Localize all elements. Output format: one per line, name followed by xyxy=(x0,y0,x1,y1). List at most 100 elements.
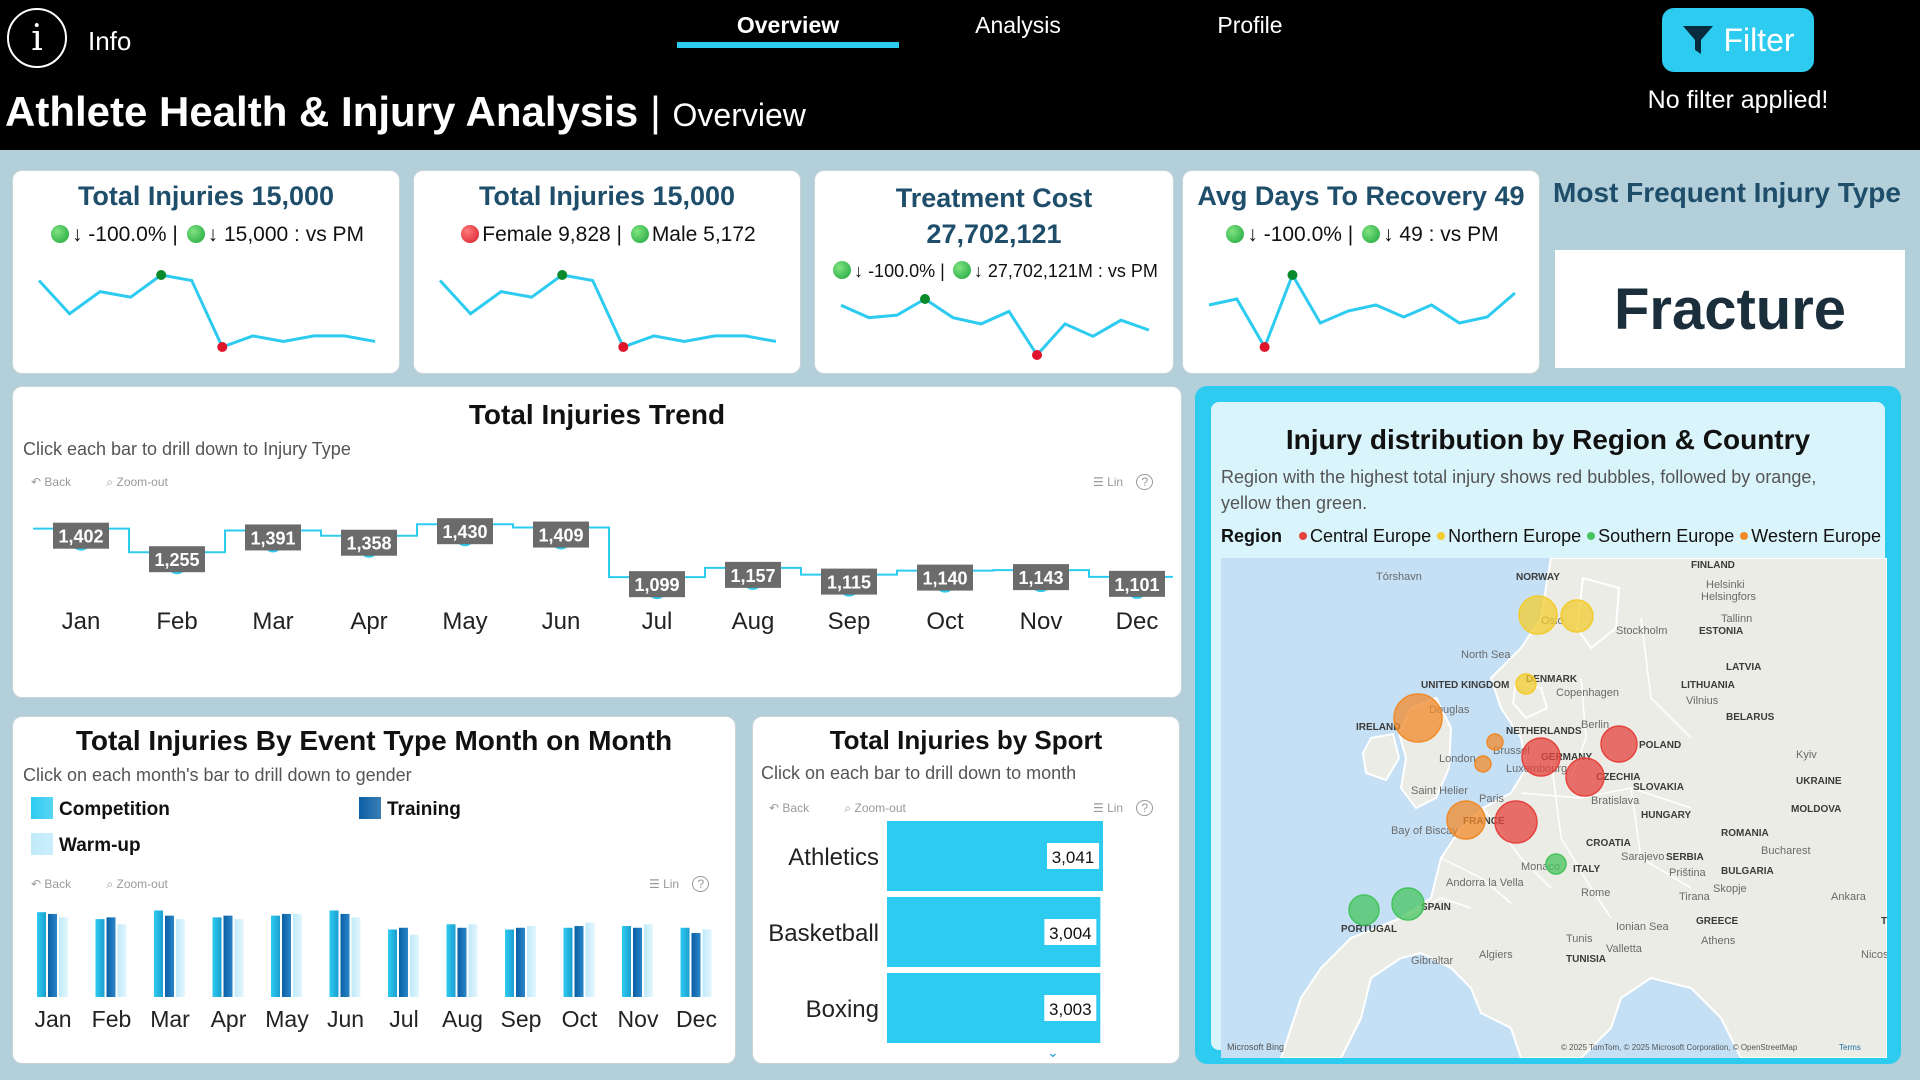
help-icon[interactable]: ? xyxy=(1136,474,1154,490)
zoom-out-button[interactable]: ⌕ Zoom-out xyxy=(106,475,168,489)
kpi-delta-pct: ↓ -100.0% | xyxy=(1247,223,1354,246)
event-bar-competition xyxy=(212,917,222,997)
filter-button[interactable]: Filter xyxy=(1662,8,1814,72)
map-place-label: Tunis xyxy=(1566,933,1593,945)
kpi-card-treatment-cost[interactable]: Treatment Cost 27,702,121 ↓ -100.0% | ↓ … xyxy=(814,170,1174,374)
event-bar-training xyxy=(106,917,116,997)
trend-label-bg xyxy=(341,529,397,556)
event-month-label: May xyxy=(265,1006,309,1032)
status-dot-icon xyxy=(1226,225,1245,243)
sparkline-max-point xyxy=(920,294,930,304)
event-bar-competition xyxy=(95,919,105,997)
tab-profile[interactable]: Profile xyxy=(1217,12,1283,38)
trend-hint: Click each bar to drill down to Injury T… xyxy=(23,439,351,459)
back-button[interactable]: ↶ Back xyxy=(769,801,810,815)
event-title: Total Injuries By Event Type Month on Mo… xyxy=(75,725,673,756)
trend-label-text: 1,402 xyxy=(58,527,103,547)
event-bar-competition xyxy=(154,910,163,997)
sport-chart[interactable]: Athletics 3,041 Basketball 3,004 Boxing 3,003… xyxy=(757,821,1167,1061)
event-bar-warm-up xyxy=(702,929,712,997)
event-legend-training[interactable]: Training xyxy=(359,797,461,821)
map-place-label: NORWAY xyxy=(1516,572,1560,583)
map-place-label: TÜ xyxy=(1881,914,1887,927)
map-landmass xyxy=(1279,558,1887,1058)
trend-label-text: 1,409 xyxy=(538,526,583,546)
map-place-label: Nicosia xyxy=(1861,949,1887,961)
europe-map[interactable]: FINLAND NORWAY Tórshavn Helsinki Helsingfors… xyxy=(1221,558,1887,1058)
back-button[interactable]: ↶ Back xyxy=(31,877,72,891)
sparkline-path xyxy=(1208,271,1516,351)
status-dot-icon xyxy=(50,225,69,243)
scale-button[interactable]: ☰ Lin xyxy=(649,877,680,891)
map-legend-item[interactable]: Southern Europe xyxy=(1581,526,1734,546)
kpi-card-injuries-gender[interactable]: Total Injuries 15,000 Female 9,828 | Mal… xyxy=(413,170,801,374)
map-place-label: HUNGARY xyxy=(1641,810,1692,821)
scale-button[interactable]: ☰ Lin xyxy=(1093,475,1124,489)
tab-overview[interactable]: Overview xyxy=(736,12,840,38)
kpi-delta-suffix: : vs PM xyxy=(294,223,365,246)
map-place-label: POLAND xyxy=(1639,740,1681,751)
trend-chart[interactable]: 1,402 Jan 1,255 Feb 1,391 Mar 1,358 Apr 1,430 May… xyxy=(23,483,1173,683)
event-toolbar-right: ☰ Lin ? xyxy=(649,876,710,892)
event-bar-training xyxy=(574,926,584,997)
kpi-delta-abs: ↓ 49 xyxy=(1383,223,1423,246)
event-legend-competition[interactable]: Competition xyxy=(31,797,170,821)
trend-label-text: 1,143 xyxy=(1018,568,1063,588)
trend-data-label: 1,099 xyxy=(629,571,685,598)
help-icon[interactable]: ? xyxy=(1136,800,1154,816)
scale-label: Lin xyxy=(1107,801,1124,815)
trend-label-bg xyxy=(1013,564,1069,591)
page-title-separator: | xyxy=(649,88,661,135)
zoom-out-button[interactable]: ⌕ Zoom-out xyxy=(106,877,168,891)
map-place-label: Rome xyxy=(1581,887,1610,899)
zoom-out-button[interactable]: ⌕ Zoom-out xyxy=(844,801,906,815)
map-place-label: Ionian Sea xyxy=(1616,921,1669,933)
map-place-label: Stockholm xyxy=(1616,625,1667,637)
trend-label-bg xyxy=(1109,570,1165,597)
legend-label: Central Europe xyxy=(1310,526,1432,546)
trend-label-bg xyxy=(245,524,301,551)
trend-toolbar-right: ☰ Lin ? xyxy=(1093,474,1154,490)
info-label[interactable]: Info xyxy=(88,26,132,56)
map-place-label: Helsinki xyxy=(1706,579,1745,591)
tab-analysis[interactable]: Analysis xyxy=(975,12,1061,38)
kpi-card-total-injuries[interactable]: Total Injuries 15,000 ↓ -100.0% | ↓ 15,0… xyxy=(12,170,400,374)
map-place-label: FINLAND xyxy=(1691,560,1735,571)
trend-label-bg xyxy=(725,561,781,588)
event-legend-warmup[interactable]: Warm-up xyxy=(31,833,141,857)
male-dot-icon xyxy=(630,225,649,243)
event-month-label: Nov xyxy=(618,1006,659,1032)
map-bubble-southern-europe xyxy=(1545,853,1567,875)
help-icon[interactable]: ? xyxy=(692,876,710,892)
map-border xyxy=(1630,787,1692,889)
kpi-delta-suffix: : vs PM xyxy=(1428,223,1499,246)
most-frequent-title: Most Frequent Injury Type xyxy=(1553,177,1901,208)
event-bar-training xyxy=(691,932,701,997)
map-card: Injury distribution by Region & Country … xyxy=(1211,402,1887,1058)
scale-button[interactable]: ☰ Lin xyxy=(1093,801,1124,815)
back-button[interactable]: ↶ Back xyxy=(31,475,72,489)
kpi-female: Female 9,828 | xyxy=(482,223,622,246)
event-bar-training xyxy=(48,913,57,997)
trend-month-label: Mar xyxy=(252,608,293,635)
back-label: Back xyxy=(782,801,810,815)
map-place-label: DENMARK xyxy=(1526,674,1578,685)
event-month-label: Oct xyxy=(562,1006,598,1032)
sport-value-bg xyxy=(1044,919,1097,945)
map-canvas[interactable]: FINLAND NORWAY Tórshavn HelsinkiHelsingfors… xyxy=(1221,558,1887,1058)
info-icon[interactable]: i xyxy=(7,8,67,68)
female-dot-icon xyxy=(461,225,480,243)
map-legend-item[interactable]: Central Europe xyxy=(1293,526,1431,546)
map-legend-item[interactable]: Western Europe xyxy=(1734,526,1881,546)
sport-toolbar: ↶ Back ⌕ Zoom-out xyxy=(769,801,938,816)
event-chart[interactable]: Jan Feb Mar Apr May Jun Jul Aug Sep Oct Nov Dec xyxy=(23,901,723,1051)
map-legend-item[interactable]: Northern Europe xyxy=(1431,526,1581,546)
trend-label-text: 1,115 xyxy=(827,573,871,593)
trend-label-text: 1,358 xyxy=(346,534,391,554)
map-bubble-western-europe xyxy=(1486,733,1504,751)
trend-label-text: 1,255 xyxy=(154,550,199,570)
legend-swatch xyxy=(31,797,53,819)
sport-hint: Click on each bar to drill down to month xyxy=(761,763,1077,783)
kpi-card-recovery-days[interactable]: Avg Days To Recovery 49 ↓ -100.0% | ↓ 49… xyxy=(1182,170,1540,374)
kpi-delta: ↓ -100.0% | ↓ 49 : vs PM xyxy=(1183,223,1539,247)
